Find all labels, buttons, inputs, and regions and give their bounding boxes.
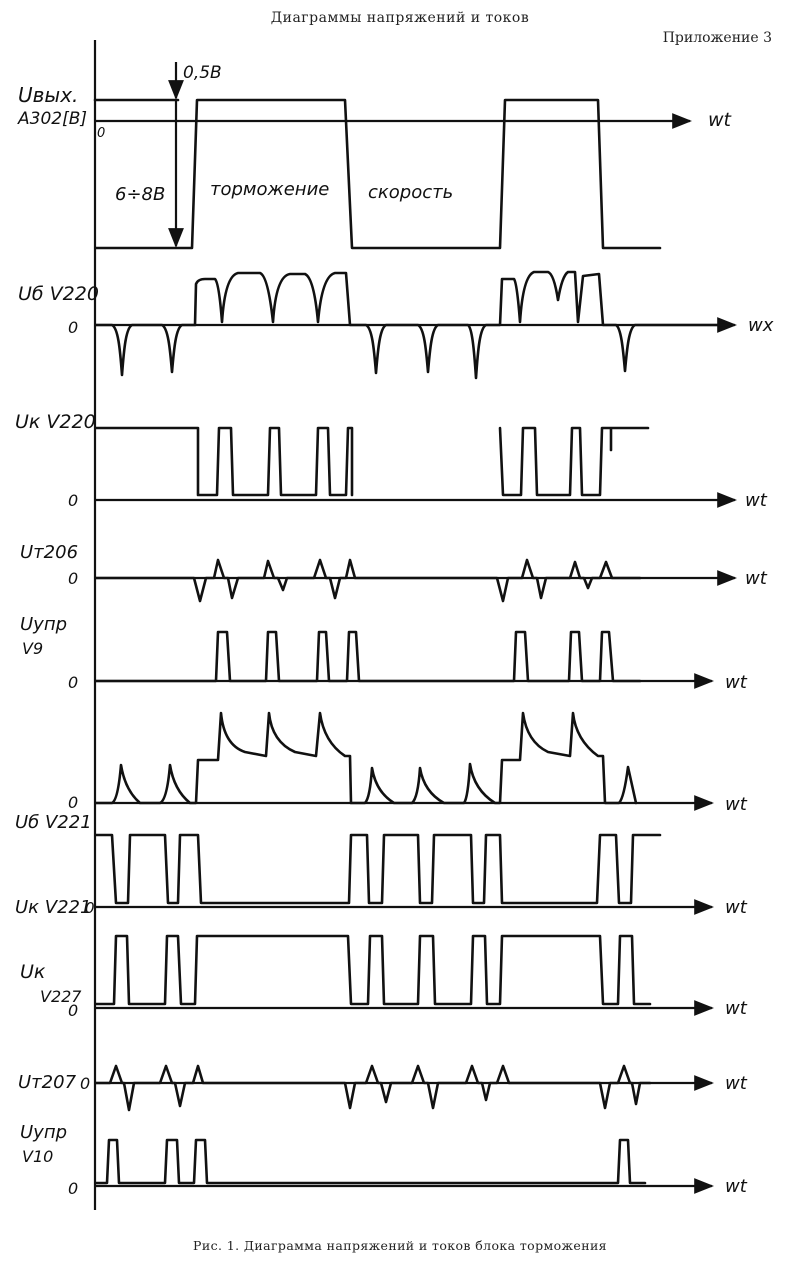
- trace-9-label-line2: V227: [40, 987, 82, 1006]
- trace-10-zero: 0: [80, 1074, 90, 1093]
- trace-3-zero: 0: [68, 491, 78, 510]
- annotation-speed: скорость: [368, 182, 453, 203]
- trace-1-axis-label: wt: [708, 109, 733, 131]
- trace-4-waveform: [94, 558, 642, 603]
- trace-3-axis-label: wt: [745, 490, 768, 511]
- trace-5-label-line1: Uупр: [20, 614, 67, 635]
- diagram-title: Диаграммы напряжений и токов: [270, 10, 530, 26]
- trace-7-label: Uб V221: [15, 812, 92, 833]
- trace-3-waveform: [94, 426, 650, 497]
- trace-10-axis-label: wt: [725, 1073, 748, 1094]
- trace-7-waveform: [94, 833, 662, 905]
- trace-8-axis-label: wt: [725, 897, 748, 918]
- trace-2-zero: 0: [68, 318, 78, 337]
- trace-11-label-line1: Uупр: [20, 1122, 67, 1143]
- trace-3-group: Uк V220 0 wt: [15, 411, 768, 511]
- trace-5-axis-label: wt: [725, 672, 748, 693]
- trace-11-label-line2: V10: [22, 1147, 53, 1166]
- trace-4-label: Uт206: [20, 542, 78, 563]
- trace-2-group: Uб V220 0 wx: [18, 270, 774, 380]
- trace-10-waveform: [94, 1064, 652, 1112]
- trace-1-label-line1: Uвых.: [18, 83, 78, 107]
- trace-5-waveform: [94, 630, 642, 683]
- trace-4-axis-label: wt: [745, 568, 768, 589]
- trace-5-group: Uупр V9 0 wt: [20, 614, 748, 693]
- trace-9-zero: 0: [68, 1001, 78, 1020]
- trace-7-group: Uб V221: [15, 812, 662, 905]
- trace-4-group: Uт206 0 wt: [20, 542, 768, 603]
- trace-6-waveform: [94, 711, 638, 805]
- trace-9-axis-label: wt: [725, 998, 748, 1019]
- trace-10-label: Uт207: [18, 1072, 77, 1093]
- annotation-braking: торможение: [210, 179, 329, 200]
- trace-5-label-line2: V9: [22, 639, 43, 658]
- trace-9-label-line1: Uк: [20, 961, 46, 983]
- trace-9-waveform: [94, 934, 652, 1006]
- trace-1-waveform: [93, 98, 662, 250]
- annotation-low-level: 6÷8В: [115, 184, 165, 205]
- trace-11-axis-label: wt: [725, 1176, 748, 1197]
- trace-2-label: Uб V220: [18, 283, 99, 305]
- trace-1-label-line2: A302[B]: [17, 109, 87, 129]
- trace-11-waveform: [94, 1138, 647, 1185]
- trace-6-group: 0 wt: [68, 711, 748, 815]
- trace-8-zero: 0: [85, 899, 95, 917]
- trace-2-axis-label: wx: [748, 315, 774, 336]
- trace-11-zero: 0: [68, 1179, 78, 1198]
- trace-6-zero: 0: [68, 793, 78, 812]
- trace-11-group: Uупр V10 0 wt: [20, 1122, 748, 1198]
- trace-1-zero: 0: [97, 126, 105, 141]
- trace-3-label: Uк V220: [15, 411, 96, 433]
- trace-10-group: Uт207 0 wt: [18, 1064, 748, 1112]
- trace-8-label: Uк V221: [15, 897, 91, 918]
- figure-caption: Рис. 1. Диаграмма напряжений и токов бло…: [193, 1238, 607, 1253]
- trace-4-zero: 0: [68, 569, 78, 588]
- trace-1-group: Uвых. A302[B] 0 wt 0,5В 6÷8В торможение …: [17, 62, 733, 250]
- trace-5-zero: 0: [68, 673, 78, 692]
- trace-2-waveform: [94, 270, 732, 380]
- annotation-pulse-amplitude: 0,5В: [183, 63, 222, 83]
- appendix-label: Приложение 3: [662, 30, 772, 46]
- trace-9-group: Uк V227 0 wt: [20, 934, 748, 1020]
- trace-6-axis-label: wt: [725, 794, 748, 815]
- trace-8-group: Uк V221 0 wt: [15, 897, 748, 918]
